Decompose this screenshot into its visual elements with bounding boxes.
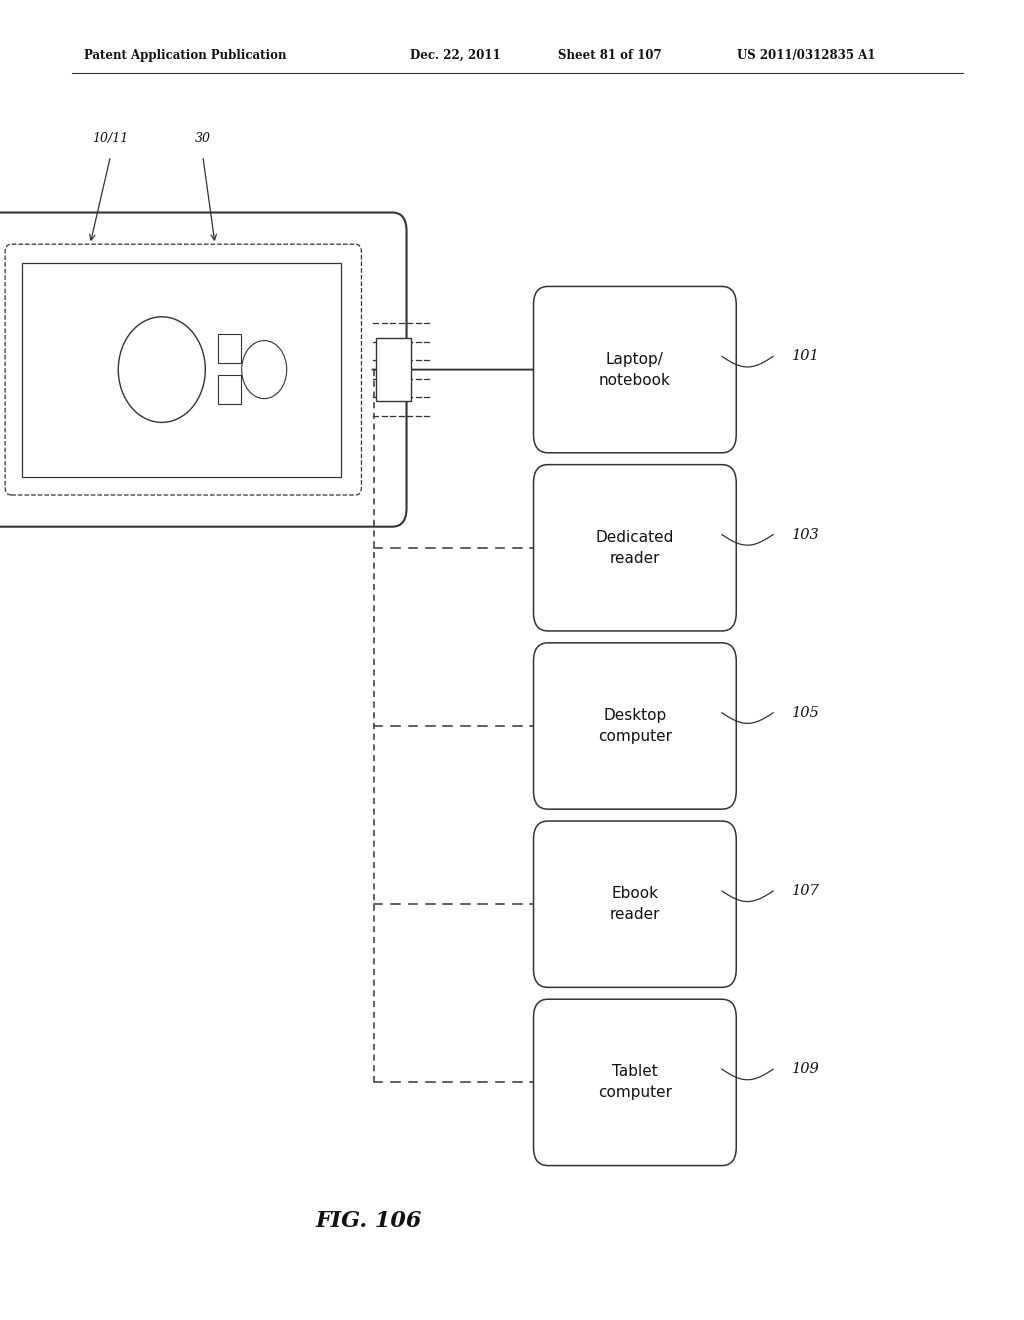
FancyBboxPatch shape	[0, 213, 407, 527]
Text: US 2011/0312835 A1: US 2011/0312835 A1	[737, 49, 876, 62]
Text: 105: 105	[792, 706, 819, 719]
Text: 109: 109	[792, 1063, 819, 1076]
FancyBboxPatch shape	[534, 999, 736, 1166]
Text: Dec. 22, 2011: Dec. 22, 2011	[410, 49, 501, 62]
Text: Desktop
computer: Desktop computer	[598, 708, 672, 744]
FancyBboxPatch shape	[534, 643, 736, 809]
Text: 103: 103	[792, 528, 819, 541]
Text: 107: 107	[792, 884, 819, 898]
Text: Sheet 81 of 107: Sheet 81 of 107	[558, 49, 662, 62]
Text: 10/11: 10/11	[92, 132, 129, 145]
Bar	[218, 334, 241, 363]
Text: Tablet
computer: Tablet computer	[598, 1064, 672, 1101]
Text: Dedicated
reader: Dedicated reader	[596, 529, 674, 566]
Text: Laptop/
notebook: Laptop/ notebook	[599, 351, 671, 388]
Text: Ebook
reader: Ebook reader	[609, 886, 660, 923]
FancyBboxPatch shape	[534, 465, 736, 631]
FancyBboxPatch shape	[534, 286, 736, 453]
Text: 101: 101	[792, 350, 819, 363]
FancyBboxPatch shape	[534, 821, 736, 987]
Text: FIG. 106: FIG. 106	[315, 1210, 422, 1232]
Ellipse shape	[118, 317, 205, 422]
Text: 30: 30	[195, 132, 211, 145]
Text: Patent Application Publication: Patent Application Publication	[84, 49, 287, 62]
Bar	[376, 338, 411, 401]
Bar	[22, 263, 341, 477]
Circle shape	[242, 341, 287, 399]
Bar	[218, 375, 241, 404]
